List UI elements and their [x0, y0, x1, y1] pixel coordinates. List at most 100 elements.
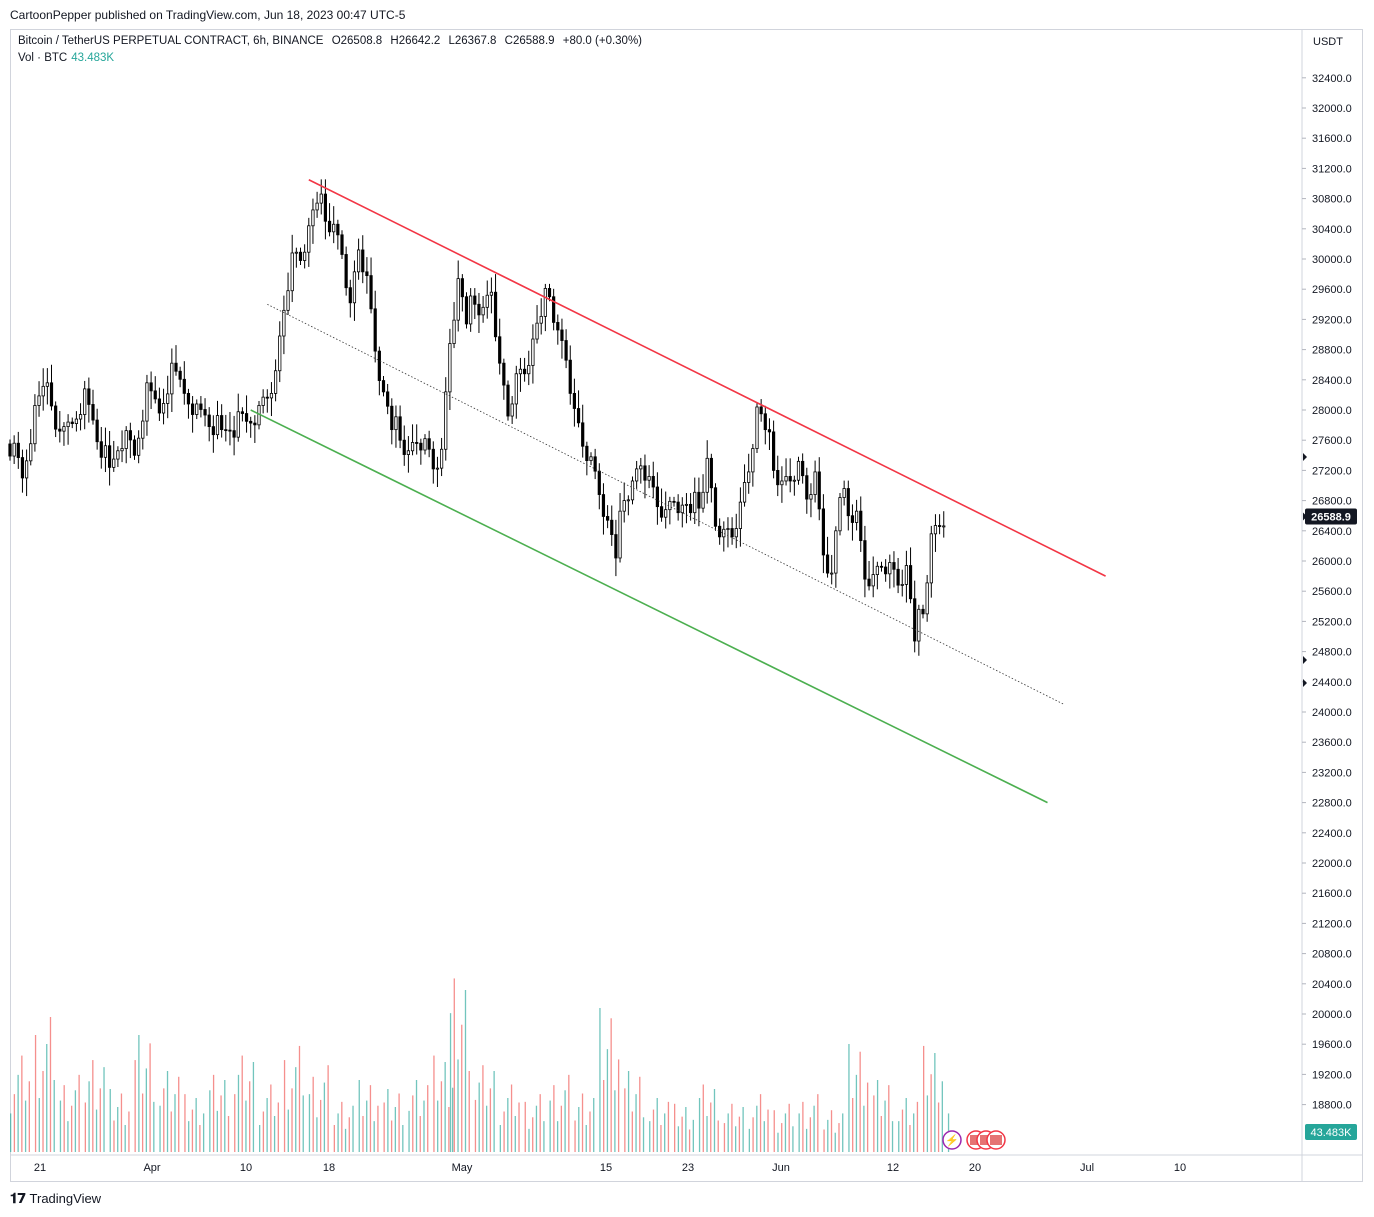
volume-bar [880, 1116, 882, 1152]
candle-body [261, 396, 265, 406]
volume-bar [437, 1100, 439, 1152]
volume-bar [312, 1076, 314, 1152]
volume-bar [341, 1101, 343, 1152]
volume-bar [316, 1117, 318, 1152]
volume-bar [610, 1018, 612, 1152]
x-tick-label: May [452, 1162, 473, 1174]
volume-bar [752, 1117, 754, 1152]
candle-body [564, 340, 568, 361]
volume-bar [84, 1102, 86, 1152]
volume-bar [574, 1120, 576, 1152]
volume-bar [270, 1084, 272, 1152]
volume-bar [113, 1120, 115, 1152]
volume-legend: Vol · BTC 43.483K [18, 52, 114, 64]
candle-body [116, 450, 120, 460]
volume-bar [308, 1094, 311, 1152]
y-tick-label: 20400.0 [1312, 979, 1352, 991]
volume-bar [809, 1117, 812, 1152]
volume-bar [503, 1111, 505, 1152]
volume-bar [848, 1044, 850, 1152]
candle-body [460, 278, 464, 298]
volume-value: 43.483K [71, 52, 115, 64]
candle-body [846, 488, 850, 517]
candle-body [174, 362, 178, 372]
candle-body [626, 499, 630, 502]
volume-bar [448, 1107, 450, 1152]
x-tick-label: Apr [143, 1162, 160, 1174]
candle-body [618, 510, 622, 559]
volume-bar [209, 1090, 211, 1152]
candle-body [41, 385, 45, 397]
volume-bar [617, 1059, 620, 1152]
candle-body [373, 308, 377, 352]
candle-body [249, 420, 253, 424]
candle-body [161, 403, 166, 414]
candle-body [108, 445, 112, 468]
volume-bar [468, 1071, 470, 1152]
candle-body [473, 295, 477, 305]
volume-bar [913, 1113, 915, 1152]
volume-bar [241, 1055, 243, 1152]
volume-bar [383, 1102, 385, 1152]
volume-bar [706, 1116, 708, 1152]
candle-body [481, 306, 485, 316]
candle-body [485, 294, 489, 308]
candle-body [448, 343, 452, 393]
volume-bar [358, 1080, 360, 1152]
candle-body [523, 368, 527, 375]
alert-marker-icon [1303, 453, 1307, 461]
candle-body [601, 494, 606, 517]
y-tick-label: 29600.0 [1312, 284, 1352, 296]
x-tick-label: 10 [240, 1162, 252, 1174]
candle-body [888, 562, 892, 575]
candle-body [780, 480, 784, 486]
volume-bar [71, 1105, 73, 1152]
y-tick-label: 26400.0 [1312, 526, 1352, 538]
symbol-name[interactable]: Bitcoin / TetherUS PERPETUAL CONTRACT, 6… [18, 35, 324, 47]
volume-bar [88, 1081, 90, 1152]
x-tick-label: 20 [969, 1162, 981, 1174]
volume-bar [59, 1100, 62, 1152]
y-tick-label: 30800.0 [1312, 194, 1352, 206]
candle-body [830, 572, 834, 575]
candle-body [510, 403, 514, 417]
candle-body [913, 598, 917, 642]
volume-tag [1305, 1124, 1357, 1140]
candle-body [166, 393, 170, 404]
y-tick-label: 32400.0 [1312, 73, 1352, 85]
volume-bar [398, 1093, 400, 1152]
candle-body [772, 431, 776, 471]
volume-bar [178, 1076, 180, 1152]
candle-body [892, 562, 896, 570]
candle-body [535, 322, 539, 340]
candle-body [423, 438, 427, 451]
tradingview-brand[interactable]: 𝟏𝟳 TradingView [10, 1190, 101, 1207]
candle-body [439, 448, 444, 469]
volume-bar [95, 1109, 98, 1152]
candle-body [182, 378, 186, 394]
candle-body [112, 458, 116, 468]
candle-body [361, 249, 365, 273]
candle-body [514, 373, 518, 405]
chart-frame [10, 29, 1363, 1182]
volume-bar [873, 1095, 875, 1152]
candle-body [527, 365, 531, 375]
volume-bar [518, 1102, 520, 1152]
candle-body [850, 515, 855, 523]
candle-body [630, 480, 635, 501]
candle-body [904, 565, 909, 585]
candle-body [87, 388, 91, 405]
volume-bar [535, 1105, 538, 1152]
volume-bar [677, 1126, 680, 1152]
candle-body [859, 510, 863, 542]
candle-body [651, 476, 655, 488]
volume-bar [859, 1051, 861, 1152]
candle-body [469, 295, 473, 325]
candle-body [352, 271, 357, 304]
trendline-mid [267, 303, 1065, 705]
volume-bar [723, 1123, 726, 1152]
volume-bar [287, 1109, 289, 1152]
volume-bar [433, 1055, 435, 1152]
volume-bar [387, 1089, 389, 1152]
